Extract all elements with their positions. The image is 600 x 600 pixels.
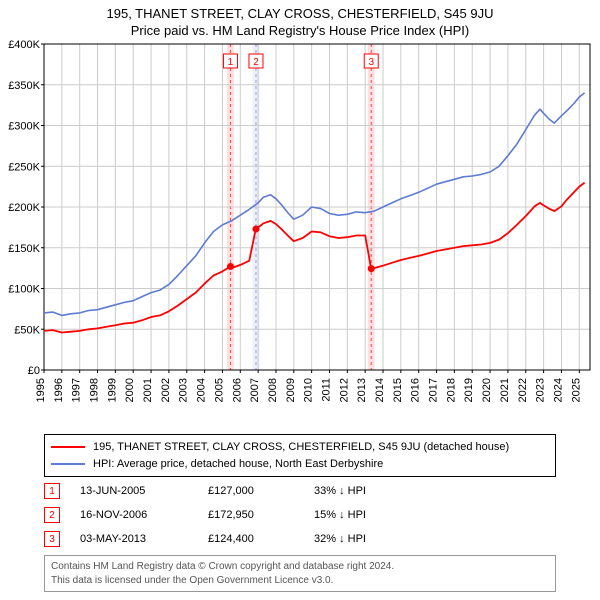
svg-text:1995: 1995	[35, 378, 47, 402]
svg-text:2000: 2000	[124, 378, 136, 402]
chart-svg: £0 £50K £100K £150K £200K £250K £300K £350K £400…	[0, 40, 600, 430]
svg-text:£300K: £300K	[8, 121, 40, 133]
svg-text:1997: 1997	[71, 378, 83, 402]
svg-text:2025: 2025	[570, 378, 582, 402]
title-line-2: Price paid vs. HM Land Registry's House …	[10, 23, 590, 38]
svg-text:2020: 2020	[481, 378, 493, 402]
event-date: 16-NOV-2006	[80, 509, 188, 521]
svg-text:2021: 2021	[499, 378, 511, 402]
svg-text:£350K: £350K	[8, 80, 40, 92]
title-line-1: 195, THANET STREET, CLAY CROSS, CHESTERF…	[10, 6, 590, 21]
svg-text:£100K: £100K	[8, 284, 40, 296]
svg-text:£400K: £400K	[8, 40, 40, 51]
events-box: 1 13-JUN-2005 £127,000 33% ↓ HPI 2 16-NO…	[44, 483, 556, 547]
svg-text:2006: 2006	[231, 378, 243, 402]
svg-text:2010: 2010	[303, 378, 315, 402]
svg-text:2005: 2005	[213, 378, 225, 402]
event-delta: 33% ↓ HPI	[314, 485, 366, 497]
legend-label-property: 195, THANET STREET, CLAY CROSS, CHESTERF…	[93, 439, 509, 456]
title-block: 195, THANET STREET, CLAY CROSS, CHESTERF…	[0, 0, 600, 40]
event-price: £124,400	[208, 533, 294, 545]
event-delta: 15% ↓ HPI	[314, 509, 366, 521]
legend-swatch-property	[51, 446, 85, 448]
svg-text:2018: 2018	[445, 378, 457, 402]
svg-text:£200K: £200K	[8, 202, 40, 214]
svg-text:3: 3	[368, 57, 374, 68]
event-marker: 3	[44, 531, 60, 547]
event-row: 2 16-NOV-2006 £172,950 15% ↓ HPI	[44, 507, 556, 523]
svg-text:2002: 2002	[160, 378, 172, 402]
svg-text:2009: 2009	[285, 378, 297, 402]
event-marker: 1	[44, 483, 60, 499]
svg-text:2012: 2012	[338, 378, 350, 402]
svg-text:2003: 2003	[178, 378, 190, 402]
event-delta: 32% ↓ HPI	[314, 533, 366, 545]
footer-box: Contains HM Land Registry data © Crown c…	[44, 555, 556, 592]
svg-text:2015: 2015	[392, 378, 404, 402]
footer-line-1: Contains HM Land Registry data © Crown c…	[51, 560, 549, 574]
svg-text:2022: 2022	[517, 378, 529, 402]
svg-text:£250K: £250K	[8, 161, 40, 173]
svg-text:1996: 1996	[53, 378, 65, 402]
legend-row-1: 195, THANET STREET, CLAY CROSS, CHESTERF…	[51, 439, 549, 456]
svg-text:2024: 2024	[552, 378, 564, 402]
event-price: £127,000	[208, 485, 294, 497]
svg-text:2016: 2016	[410, 378, 422, 402]
event-row: 3 03-MAY-2013 £124,400 32% ↓ HPI	[44, 531, 556, 547]
legend-swatch-hpi	[51, 463, 85, 465]
legend-row-2: HPI: Average price, detached house, Nort…	[51, 456, 549, 473]
legend-label-hpi: HPI: Average price, detached house, Nort…	[93, 456, 383, 473]
svg-text:1: 1	[228, 57, 234, 68]
svg-text:2: 2	[253, 57, 259, 68]
event-marker: 2	[44, 507, 60, 523]
event-date: 03-MAY-2013	[80, 533, 188, 545]
event-row: 1 13-JUN-2005 £127,000 33% ↓ HPI	[44, 483, 556, 499]
svg-text:2014: 2014	[374, 378, 386, 402]
svg-text:£0: £0	[28, 365, 40, 377]
svg-text:2017: 2017	[428, 378, 440, 402]
footer-line-2: This data is licensed under the Open Gov…	[51, 574, 549, 588]
chart-area: £0 £50K £100K £150K £200K £250K £300K £350K £400…	[0, 40, 600, 430]
svg-text:2019: 2019	[463, 378, 475, 402]
event-price: £172,950	[208, 509, 294, 521]
svg-text:2007: 2007	[249, 378, 261, 402]
event-date: 13-JUN-2005	[80, 485, 188, 497]
svg-text:2013: 2013	[356, 378, 368, 402]
svg-text:2023: 2023	[535, 378, 547, 402]
svg-text:£50K: £50K	[14, 324, 40, 336]
svg-text:1999: 1999	[106, 378, 118, 402]
svg-text:1998: 1998	[89, 378, 101, 402]
svg-text:2001: 2001	[142, 378, 154, 402]
svg-text:2004: 2004	[196, 378, 208, 402]
svg-text:2008: 2008	[267, 378, 279, 402]
chart-container: 195, THANET STREET, CLAY CROSS, CHESTERF…	[0, 0, 600, 592]
svg-text:2011: 2011	[320, 378, 332, 402]
legend-box: 195, THANET STREET, CLAY CROSS, CHESTERF…	[44, 434, 556, 477]
svg-text:£150K: £150K	[8, 243, 40, 255]
